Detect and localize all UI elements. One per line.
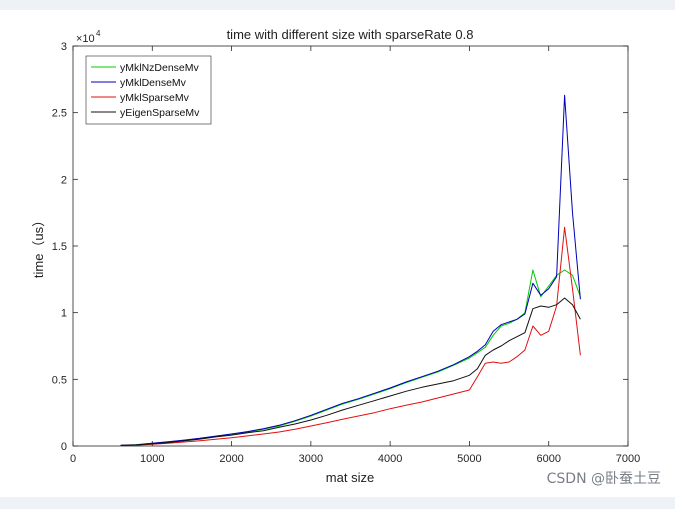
y-axis-label: time（us）: [31, 214, 46, 278]
watermark: CSDN @卧蚕土豆: [546, 471, 661, 487]
y-tick-label: 2.5: [52, 108, 67, 120]
x-tick-label: 6000: [536, 453, 560, 465]
legend-label: yMklNzDenseMv: [120, 62, 200, 74]
y-axis-ticks: 0 0.5 1 1.5 2 2.5 3: [52, 41, 628, 453]
y-tick-label: 1: [61, 308, 67, 320]
y-axis-exponent: ×10 4: [76, 29, 101, 45]
legend-label: yMklDenseMv: [120, 77, 187, 89]
line-chart: time with different size with sparseRate…: [31, 27, 640, 485]
y-tick-label: 0: [61, 441, 67, 453]
x-tick-label: 2000: [219, 453, 243, 465]
series-line-yEigenSparseMv: [120, 297, 581, 446]
x-tick-label: 7000: [616, 453, 640, 465]
y-tick-label: 2: [61, 174, 67, 186]
x-tick-label: 1000: [140, 453, 164, 465]
y-tick-label: 1.5: [52, 241, 67, 253]
chart-title: time with different size with sparseRate…: [227, 27, 474, 42]
y-exponent-base: ×10: [76, 33, 95, 45]
x-axis-ticks: 0 1000 2000 3000 4000 5000 6000 7000: [70, 46, 640, 465]
chart-figure: time with different size with sparseRate…: [0, 10, 675, 497]
legend-label: yEigenSparseMv: [120, 107, 200, 119]
legend-label: yMklSparseMv: [120, 92, 190, 104]
x-tick-label: 4000: [378, 453, 402, 465]
y-tick-label: 0.5: [52, 374, 67, 386]
series-lines: [120, 94, 581, 447]
x-axis-label: mat size: [326, 470, 374, 485]
series-line-yMklDenseMv: [120, 94, 581, 446]
legend: yMklNzDenseMv yMklDenseMv yMklSparseMv yEig…: [85, 55, 212, 125]
y-exponent-power: 4: [96, 29, 101, 38]
y-tick-label: 3: [61, 41, 67, 53]
x-tick-label: 5000: [457, 453, 481, 465]
x-tick-label: 0: [70, 453, 76, 465]
x-tick-label: 3000: [299, 453, 323, 465]
series-line-yMklSparseMv: [120, 226, 581, 447]
